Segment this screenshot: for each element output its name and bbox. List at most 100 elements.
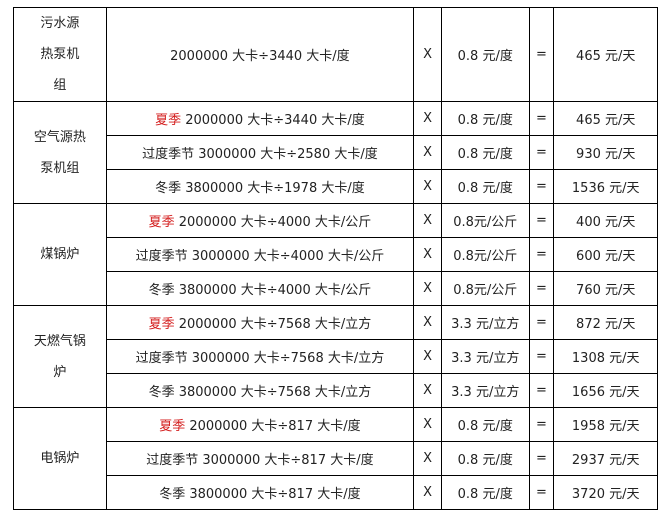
unit-price: 0.8 元/度 xyxy=(440,407,530,442)
formula-text: 3000000 大卡÷2580 大卡/度 xyxy=(194,147,378,162)
daily-cost: 3720 元/天 xyxy=(553,475,658,510)
equipment-name-cell: 空气源热泵机组 xyxy=(13,101,107,204)
multiply-sign: X xyxy=(413,169,442,204)
multiply-sign: X xyxy=(413,271,442,306)
daily-cost: 1958 元/天 xyxy=(553,407,658,442)
formula-cell: 夏季 2000000 大卡÷7568 大卡/立方 xyxy=(105,305,415,340)
formula-cell: 2000000 大卡÷3440 大卡/度 xyxy=(105,7,415,102)
unit-price: 3.3 元/立方 xyxy=(440,339,530,374)
season-label: 过度季节 xyxy=(146,453,199,468)
daily-cost: 465 元/天 xyxy=(553,7,658,102)
formula-cell: 过度季节 3000000 大卡÷817 大卡/度 xyxy=(105,441,415,476)
formula-cell: 冬季 3800000 大卡÷7568 大卡/立方 xyxy=(105,373,415,408)
equals-sign: = xyxy=(528,101,555,136)
daily-cost: 600 元/天 xyxy=(553,237,658,272)
formula-text: 2000000 大卡÷4000 大卡/公斤 xyxy=(174,215,372,230)
daily-cost: 465 元/天 xyxy=(553,101,658,136)
table-row: 过度季节 3000000 大卡÷2580 大卡/度 X 0.8 元/度 = 930 元/… xyxy=(14,135,658,170)
equipment-name: 污水源热泵机组 xyxy=(40,16,80,93)
table-row: 电锅炉 夏季 2000000 大卡÷817 大卡/度 X 0.8 元/度 = 1958 元… xyxy=(13,407,658,510)
multiply-sign: X xyxy=(413,373,442,408)
season-label: 夏季 xyxy=(148,215,175,230)
daily-cost: 930 元/天 xyxy=(553,135,658,170)
formula-cell: 夏季 2000000 大卡÷3440 大卡/度 xyxy=(105,101,415,136)
equals-sign: = xyxy=(528,441,555,476)
equipment-name: 电锅炉 xyxy=(40,451,80,466)
equals-sign: = xyxy=(528,271,555,306)
equipment-name: 天燃气锅炉 xyxy=(33,333,86,380)
season-label: 夏季 xyxy=(159,419,186,434)
table-row: 冬季 3800000 大卡÷1978 大卡/度 X 0.8 元/度 = 1536 元/天 xyxy=(14,169,658,204)
unit-price: 3.3 元/立方 xyxy=(440,305,530,340)
equals-sign: = xyxy=(528,169,555,204)
heating-cost-comparison-table: 污水源热泵机组 2000000 大卡÷3440 大卡/度 X 0.8 元/度 = 465 … xyxy=(13,7,658,510)
table-row: 冬季 3800000 大卡÷4000 大卡/公斤 X 0.8元/公斤 = 760 元/天 xyxy=(14,271,658,306)
equals-sign: = xyxy=(528,339,555,374)
season-label: 过度季节 xyxy=(135,351,188,366)
daily-cost: 1536 元/天 xyxy=(553,169,658,204)
unit-price: 0.8元/公斤 xyxy=(440,271,530,306)
table-row: 过度季节 3000000 大卡÷817 大卡/度 X 0.8 元/度 = 2937 元/… xyxy=(14,441,658,476)
equals-sign: = xyxy=(528,305,555,340)
equipment-name-cell: 污水源热泵机组 xyxy=(13,7,107,102)
multiply-sign: X xyxy=(413,305,442,340)
multiply-sign: X xyxy=(413,237,442,272)
multiply-sign: X xyxy=(413,7,442,102)
daily-cost: 760 元/天 xyxy=(553,271,658,306)
season-label: 夏季 xyxy=(148,317,175,332)
equipment-name: 煤锅炉 xyxy=(40,247,80,262)
multiply-sign: X xyxy=(413,135,442,170)
daily-cost: 1656 元/天 xyxy=(553,373,658,408)
unit-price: 0.8 元/度 xyxy=(440,475,530,510)
table-row: 污水源热泵机组 2000000 大卡÷3440 大卡/度 X 0.8 元/度 = 465 … xyxy=(13,7,658,102)
table-row: 冬季 3800000 大卡÷7568 大卡/立方 X 3.3 元/立方 = 1656 元… xyxy=(14,373,658,408)
unit-price: 0.8元/公斤 xyxy=(440,203,530,238)
formula-text: 2000000 大卡÷7568 大卡/立方 xyxy=(174,317,372,332)
multiply-sign: X xyxy=(413,101,442,136)
multiply-sign: X xyxy=(413,441,442,476)
season-label: 夏季 xyxy=(155,113,182,128)
formula-text: 3800000 大卡÷7568 大卡/立方 xyxy=(174,385,372,400)
unit-price: 0.8 元/度 xyxy=(440,7,530,102)
unit-price: 0.8 元/度 xyxy=(440,169,530,204)
multiply-sign: X xyxy=(413,475,442,510)
season-label: 过度季节 xyxy=(135,249,188,264)
formula-text: 2000000 大卡÷817 大卡/度 xyxy=(185,419,361,434)
equals-sign: = xyxy=(528,7,555,102)
formula-text: 3800000 大卡÷817 大卡/度 xyxy=(185,487,361,502)
formula-cell: 夏季 2000000 大卡÷817 大卡/度 xyxy=(105,407,415,442)
table-row: 煤锅炉 夏季 2000000 大卡÷4000 大卡/公斤 X 0.8元/公斤 = 400 … xyxy=(13,203,658,306)
multiply-sign: X xyxy=(413,203,442,238)
table-row: 过度季节 3000000 大卡÷7568 大卡/立方 X 3.3 元/立方 = 1308… xyxy=(14,339,658,374)
formula-text: 3000000 大卡÷817 大卡/度 xyxy=(198,453,374,468)
formula-text: 2000000 大卡÷3440 大卡/度 xyxy=(181,113,365,128)
season-label: 冬季 xyxy=(155,181,182,196)
season-label: 冬季 xyxy=(159,487,186,502)
unit-price: 0.8 元/度 xyxy=(440,441,530,476)
formula-text: 2000000 大卡÷3440 大卡/度 xyxy=(170,49,350,64)
formula-cell: 夏季 2000000 大卡÷4000 大卡/公斤 xyxy=(105,203,415,238)
unit-price: 3.3 元/立方 xyxy=(440,373,530,408)
formula-cell: 过度季节 3000000 大卡÷4000 大卡/公斤 xyxy=(105,237,415,272)
equipment-name-cell: 煤锅炉 xyxy=(13,203,107,306)
season-label: 过度季节 xyxy=(142,147,195,162)
table-row: 空气源热泵机组 夏季 2000000 大卡÷3440 大卡/度 X 0.8 元/度 = 4… xyxy=(13,101,658,204)
equals-sign: = xyxy=(528,135,555,170)
formula-cell: 过度季节 3000000 大卡÷7568 大卡/立方 xyxy=(105,339,415,374)
formula-cell: 冬季 3800000 大卡÷4000 大卡/公斤 xyxy=(105,271,415,306)
daily-cost: 872 元/天 xyxy=(553,305,658,340)
formula-cell: 冬季 3800000 大卡÷817 大卡/度 xyxy=(105,475,415,510)
equipment-name-cell: 电锅炉 xyxy=(13,407,107,510)
season-label: 冬季 xyxy=(148,385,175,400)
unit-price: 0.8 元/度 xyxy=(440,101,530,136)
table-row: 天燃气锅炉 夏季 2000000 大卡÷7568 大卡/立方 X 3.3 元/立方 = 8… xyxy=(13,305,658,408)
formula-text: 3800000 大卡÷1978 大卡/度 xyxy=(181,181,365,196)
table-row: 过度季节 3000000 大卡÷4000 大卡/公斤 X 0.8元/公斤 = 600 元… xyxy=(14,237,658,272)
formula-text: 3000000 大卡÷4000 大卡/公斤 xyxy=(187,249,385,264)
daily-cost: 2937 元/天 xyxy=(553,441,658,476)
multiply-sign: X xyxy=(413,339,442,374)
equals-sign: = xyxy=(528,203,555,238)
equals-sign: = xyxy=(528,373,555,408)
equals-sign: = xyxy=(528,475,555,510)
equals-sign: = xyxy=(528,407,555,442)
